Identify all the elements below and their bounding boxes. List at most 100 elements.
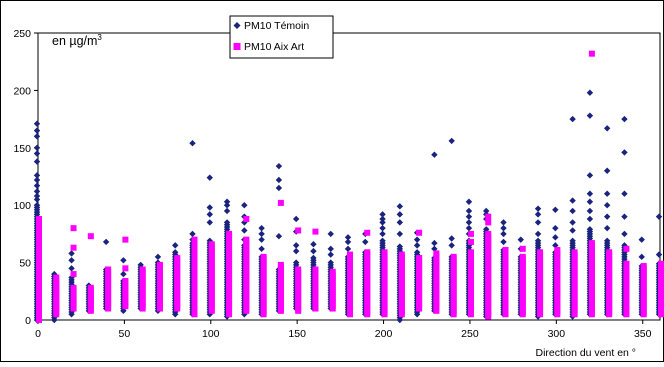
data-point-aix-art bbox=[208, 241, 215, 248]
data-point-temoin bbox=[603, 202, 611, 209]
data-point-temoin bbox=[431, 151, 438, 158]
data-point-aix-art bbox=[364, 249, 371, 256]
data-point-aix-art bbox=[122, 236, 129, 243]
data-point-aix-art bbox=[554, 246, 561, 253]
data-point-temoin bbox=[33, 150, 41, 157]
data-point-temoin bbox=[603, 237, 611, 244]
data-point-aix-art bbox=[295, 266, 302, 273]
data-point-temoin bbox=[33, 158, 41, 165]
legend-marker-pm10-aix-art bbox=[233, 43, 241, 50]
data-point-temoin bbox=[569, 219, 576, 226]
data-point-temoin bbox=[534, 219, 542, 226]
data-point-temoin bbox=[292, 215, 300, 223]
data-point-aix-art bbox=[571, 249, 578, 256]
data-point-aix-art bbox=[139, 266, 146, 273]
data-point-temoin bbox=[586, 172, 594, 179]
data-point-temoin bbox=[465, 224, 473, 232]
x-tick-label: 250 bbox=[461, 328, 479, 340]
data-point-temoin bbox=[310, 247, 317, 255]
data-point-aix-art bbox=[226, 230, 233, 237]
data-point-temoin bbox=[33, 144, 41, 151]
x-axis: 0 50 100 150 200 250 300 350 bbox=[35, 320, 652, 340]
legend-label-pm10-aix-art: PM10 Aix Art bbox=[244, 41, 304, 53]
data-point-temoin bbox=[379, 219, 386, 226]
data-point-aix-art bbox=[398, 251, 405, 258]
data-point-temoin bbox=[310, 241, 317, 248]
data-point-temoin bbox=[413, 249, 421, 256]
data-point-aix-art bbox=[122, 277, 129, 284]
data-point-temoin bbox=[465, 207, 473, 215]
data-point-aix-art bbox=[467, 238, 474, 245]
data-point-aix-art bbox=[70, 284, 77, 291]
data-point-aix-art bbox=[623, 245, 630, 252]
data-point-temoin bbox=[102, 238, 110, 246]
y-tick-label: 50 bbox=[19, 258, 31, 270]
y-tick-label: 0 bbox=[25, 315, 31, 327]
data-point-temoin bbox=[586, 190, 594, 197]
data-point-aix-art bbox=[502, 246, 509, 253]
y-tick-label: 250 bbox=[13, 28, 31, 40]
data-point-aix-art bbox=[295, 227, 302, 234]
data-point-temoin bbox=[206, 204, 213, 211]
data-point-aix-art bbox=[623, 260, 630, 267]
data-point-temoin bbox=[189, 230, 196, 238]
x-axis-title: Direction du vent en ° bbox=[535, 347, 636, 359]
data-point-temoin bbox=[33, 188, 41, 195]
data-point-aix-art bbox=[364, 229, 371, 236]
data-point-temoin bbox=[241, 202, 248, 209]
data-point-aix-art bbox=[312, 266, 319, 273]
legend-marker-pm10-temoin bbox=[233, 22, 241, 29]
data-point-temoin bbox=[275, 184, 283, 192]
data-point-temoin bbox=[569, 237, 576, 244]
data-point-temoin bbox=[586, 207, 594, 215]
y-tick-label: 150 bbox=[13, 143, 31, 155]
series-layer bbox=[33, 50, 664, 324]
legend-label-pm10-temoin: PM10 Témoin bbox=[244, 20, 309, 32]
data-point-temoin bbox=[327, 245, 334, 253]
data-point-temoin bbox=[172, 242, 179, 249]
data-point-aix-art bbox=[416, 255, 423, 262]
data-point-temoin bbox=[483, 207, 490, 215]
data-point-temoin bbox=[275, 232, 283, 240]
data-point-temoin bbox=[396, 243, 404, 250]
data-point-aix-art bbox=[277, 261, 284, 268]
data-point-aix-art bbox=[243, 236, 250, 243]
data-point-aix-art bbox=[191, 242, 198, 249]
data-point-aix-art bbox=[450, 253, 457, 260]
data-point-temoin bbox=[258, 224, 265, 232]
data-point-aix-art bbox=[312, 228, 319, 235]
data-point-temoin bbox=[33, 192, 41, 200]
data-point-temoin bbox=[120, 270, 127, 278]
data-point-temoin bbox=[33, 127, 41, 134]
data-point-temoin bbox=[189, 140, 196, 147]
data-point-temoin bbox=[68, 257, 75, 264]
data-point-temoin bbox=[517, 236, 524, 243]
data-point-temoin bbox=[33, 182, 41, 189]
data-point-temoin bbox=[292, 247, 300, 255]
data-point-aix-art bbox=[433, 250, 440, 257]
data-point-temoin bbox=[172, 249, 179, 256]
data-point-aix-art bbox=[588, 50, 595, 57]
data-point-aix-art bbox=[36, 215, 42, 222]
data-point-temoin bbox=[379, 211, 386, 218]
data-point-aix-art bbox=[485, 219, 492, 226]
data-point-temoin bbox=[33, 176, 41, 184]
data-point-aix-art bbox=[87, 284, 94, 291]
data-point-temoin bbox=[586, 215, 594, 223]
y-axis: 0 50 100 150 200 250 bbox=[13, 28, 38, 327]
data-point-temoin bbox=[292, 242, 300, 249]
data-point-temoin bbox=[275, 176, 283, 184]
data-point-temoin bbox=[327, 230, 334, 238]
data-point-temoin bbox=[552, 206, 559, 213]
data-point-temoin bbox=[68, 250, 75, 257]
data-point-aix-art bbox=[53, 274, 60, 281]
unit-label-superscript: 3 bbox=[97, 33, 102, 42]
data-point-temoin bbox=[362, 238, 369, 246]
data-point-aix-art bbox=[537, 249, 544, 256]
data-point-aix-art bbox=[658, 294, 664, 301]
data-point-temoin bbox=[33, 120, 41, 127]
data-point-temoin bbox=[638, 253, 645, 261]
data-point-temoin bbox=[534, 211, 542, 218]
